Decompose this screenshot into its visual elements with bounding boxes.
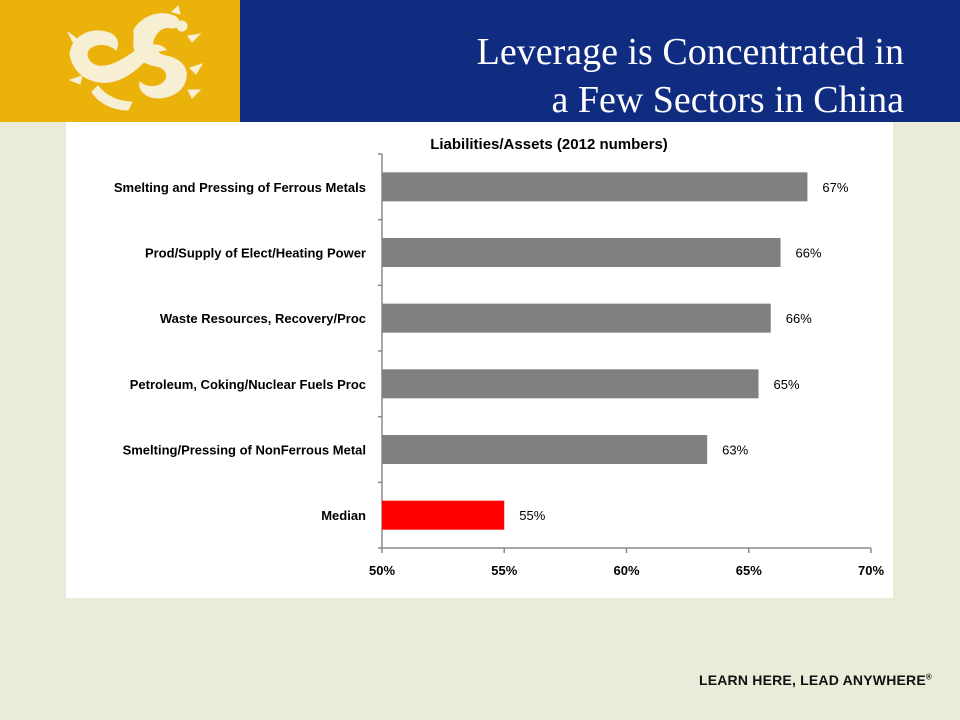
x-tick-label: 65% [736,563,762,578]
data-label: 55% [519,508,545,523]
tagline-text: LEARN HERE, LEAD ANYWHERE [698,672,926,688]
slide-header: Leverage is Concentrated in a Few Sector… [0,0,960,122]
category-label: Smelting/Pressing of NonFerrous Metal [123,443,366,458]
data-label: 67% [822,180,848,195]
data-label: 66% [796,246,822,261]
bar [382,303,771,333]
slide-title: Leverage is Concentrated in a Few Sector… [344,28,904,124]
bar [382,435,708,464]
category-label: Petroleum, Coking/Nuclear Fuels Proc [130,377,366,392]
registered-mark: ® [925,672,932,682]
dragon-logo-icon [67,6,204,111]
bar [382,172,808,202]
data-label: 65% [774,377,800,392]
category-label: Median [321,508,366,523]
logo-box [0,0,240,122]
data-label: 63% [722,443,748,458]
bar [382,238,781,267]
slide-title-line-2: a Few Sectors in China [551,79,904,121]
x-tick-label: 60% [613,563,639,578]
chart-title: Liabilities/Assets (2012 numbers) [430,136,668,153]
slide-title-line-1: Leverage is Concentrated in [476,31,904,73]
category-label: Waste Resources, Recovery/Proc [160,311,366,326]
tagline: LEARN HERE, LEAD ANYWHERE® [699,672,932,688]
bar-median [382,500,505,530]
bar-chart: Liabilities/Assets (2012 numbers) 50% 55%… [114,136,885,578]
data-label: 66% [786,311,812,326]
x-tick-label: 50% [369,563,395,578]
category-label: Smelting and Pressing of Ferrous Metals [114,180,366,195]
chart-panel: Liabilities/Assets (2012 numbers) 50% 55%… [66,122,893,598]
bar [382,369,759,399]
x-tick-label: 70% [858,563,884,578]
x-tick-label: 55% [491,563,517,578]
category-label: Prod/Supply of Elect/Heating Power [145,246,366,261]
